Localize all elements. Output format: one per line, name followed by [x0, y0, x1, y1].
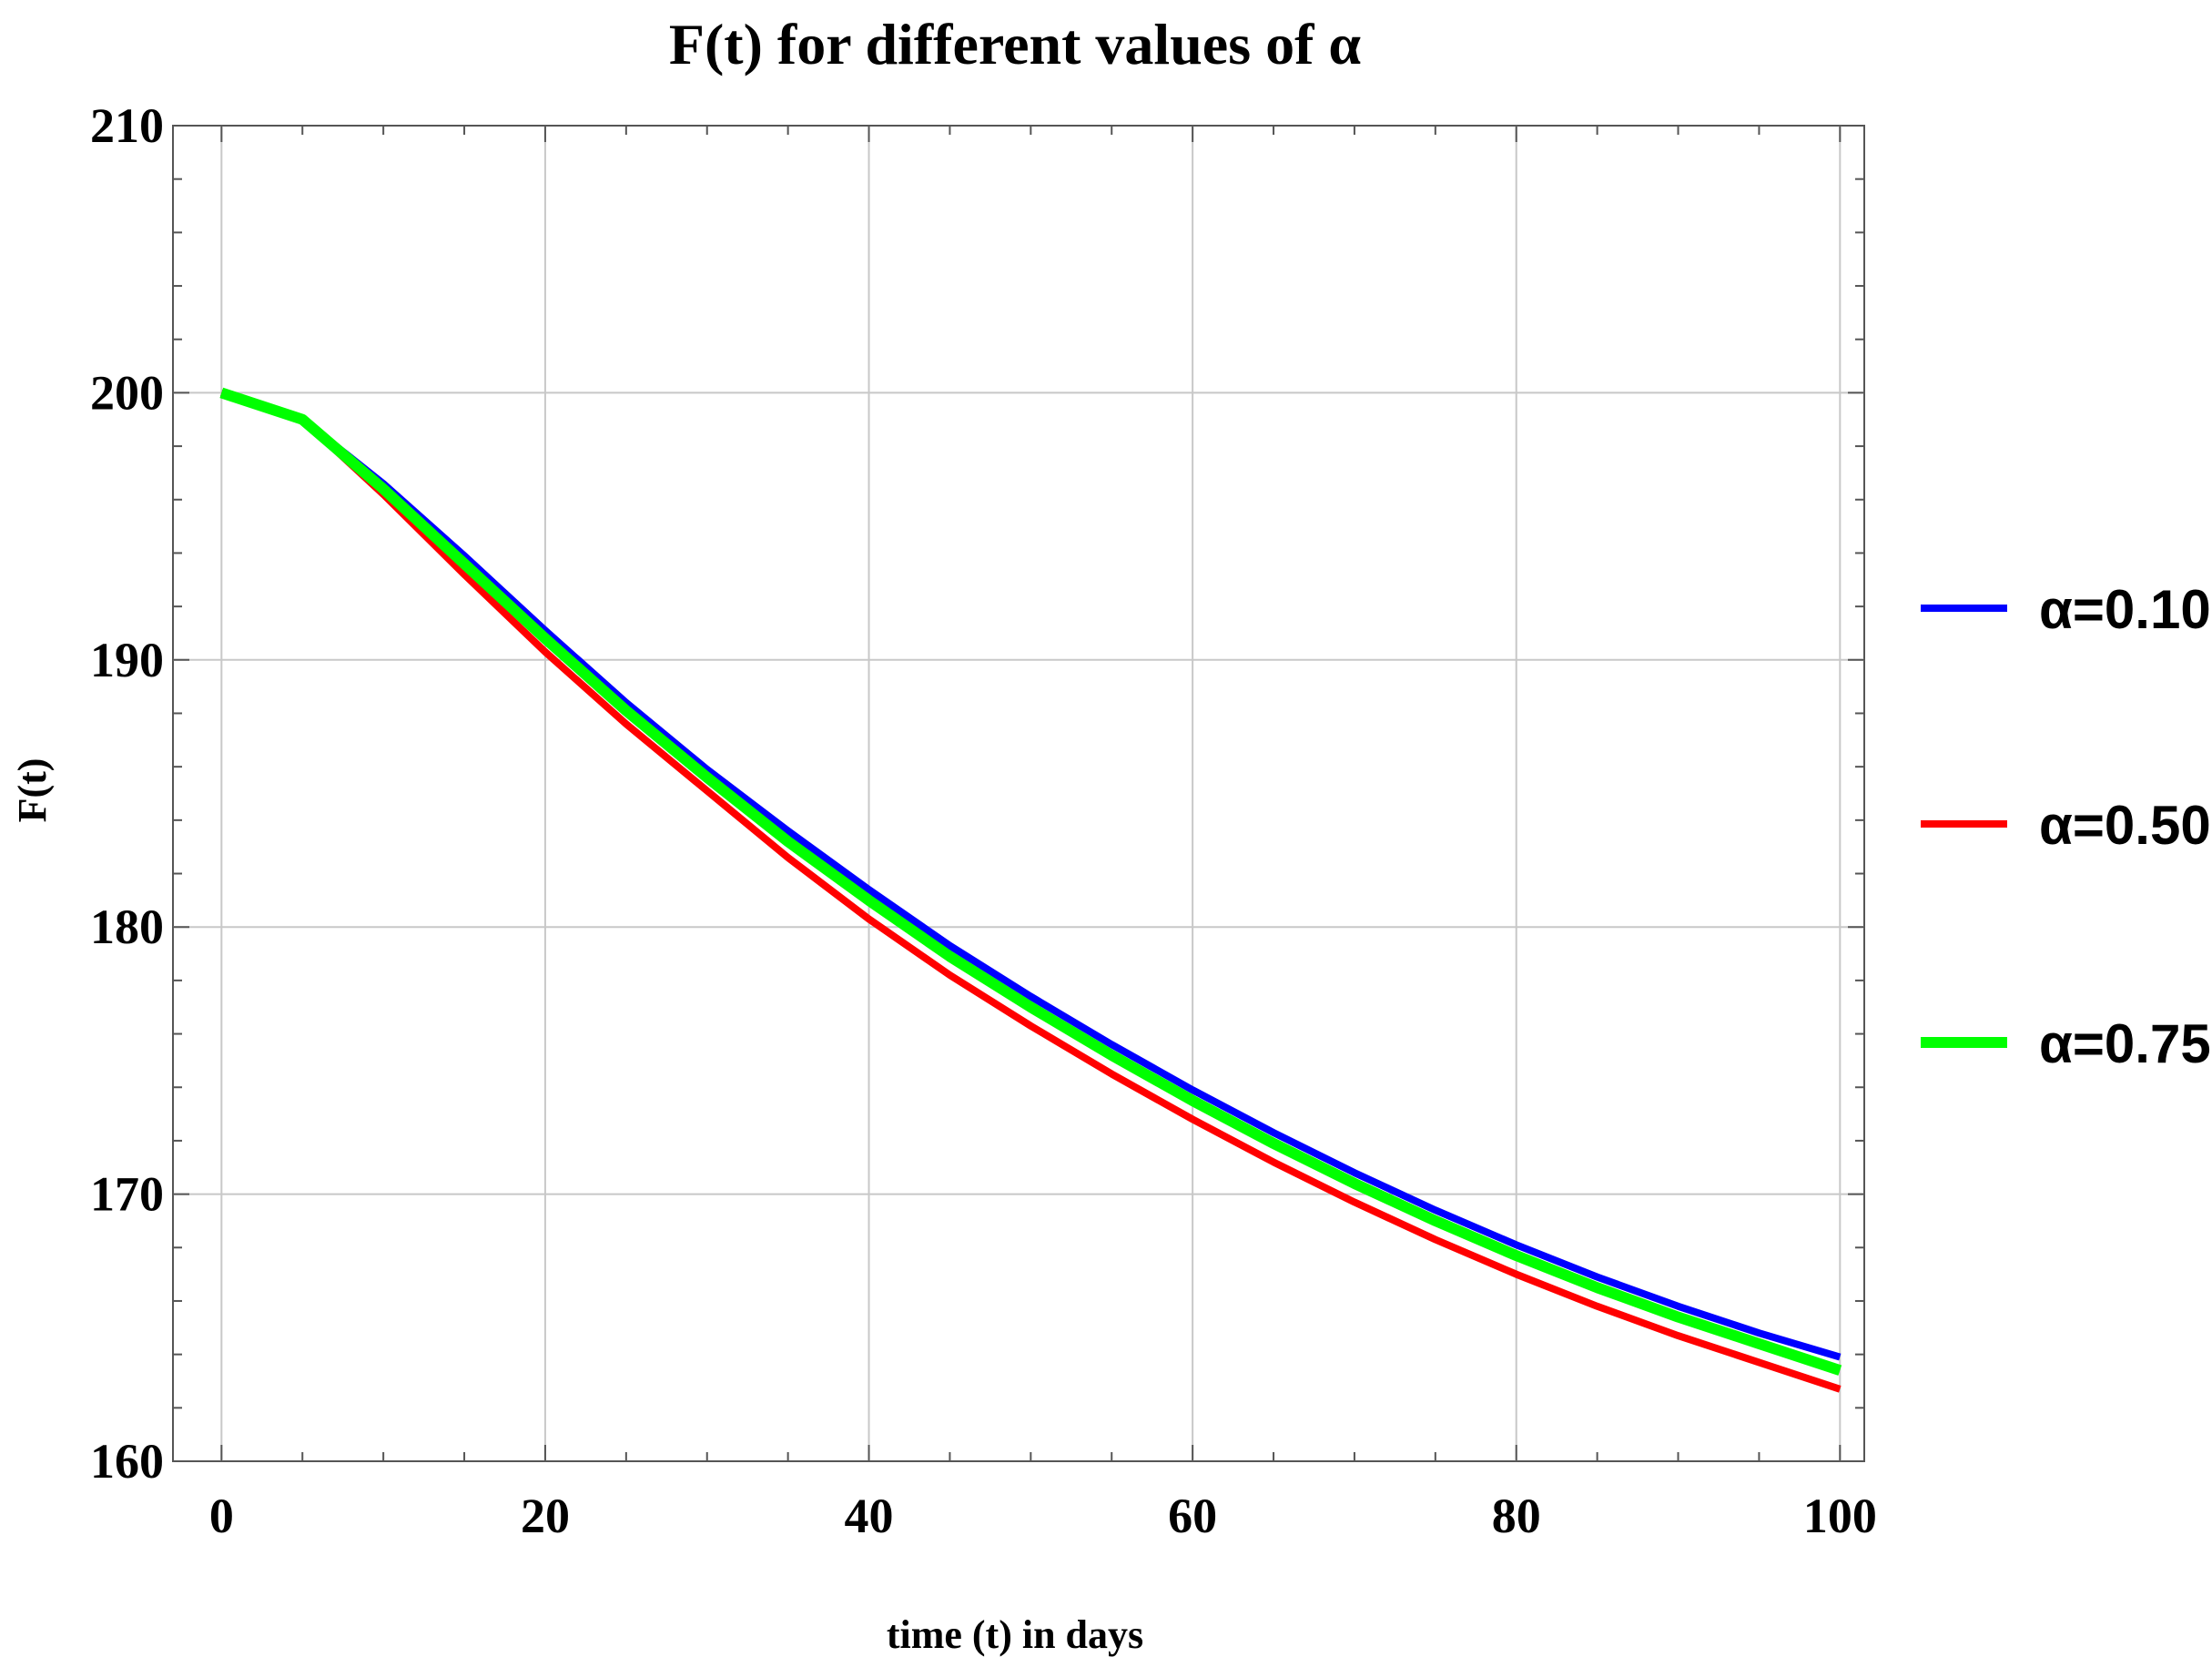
y-tick-label: 170: [90, 1167, 164, 1222]
legend-label: α=0.10: [2039, 579, 2211, 640]
series-line-1: [220, 389, 1842, 1361]
series-lines: [219, 387, 1842, 1393]
legend-label: α=0.50: [2039, 795, 2211, 856]
y-tick-label: 160: [90, 1434, 164, 1489]
x-tick-label: 100: [1803, 1489, 1877, 1543]
y-tick-labels: 160 170 180 190 200 210: [90, 98, 164, 1489]
plot-frame: [172, 125, 1865, 1462]
grid: [173, 126, 1864, 1461]
x-tick-label: 60: [1168, 1489, 1217, 1543]
x-tick-label: 20: [521, 1489, 570, 1543]
y-tick-label: 200: [90, 365, 164, 420]
y-tick-label: 180: [90, 900, 164, 954]
x-tick-label: 80: [1492, 1489, 1541, 1543]
series-line-2: [220, 389, 1842, 1393]
x-tick-label: 40: [845, 1489, 894, 1543]
y-axis-label: F(t): [10, 758, 55, 823]
series-line-3: [219, 387, 1842, 1376]
chart-title: F(t) for different values of α: [669, 12, 1362, 76]
x-tick-labels: 0 20 40 60 80 100: [209, 1489, 1877, 1543]
legend-label: α=0.75: [2039, 1013, 2211, 1074]
y-tick-label: 190: [90, 633, 164, 687]
y-tick-label: 210: [90, 98, 164, 153]
x-axis-label: time (t) in days: [887, 1612, 1143, 1657]
legend: α=0.10 α=0.50 α=0.75: [1921, 579, 2211, 1074]
x-tick-label: 0: [209, 1489, 234, 1543]
plot-area: [172, 125, 1865, 1462]
ticks: [173, 125, 1864, 1462]
